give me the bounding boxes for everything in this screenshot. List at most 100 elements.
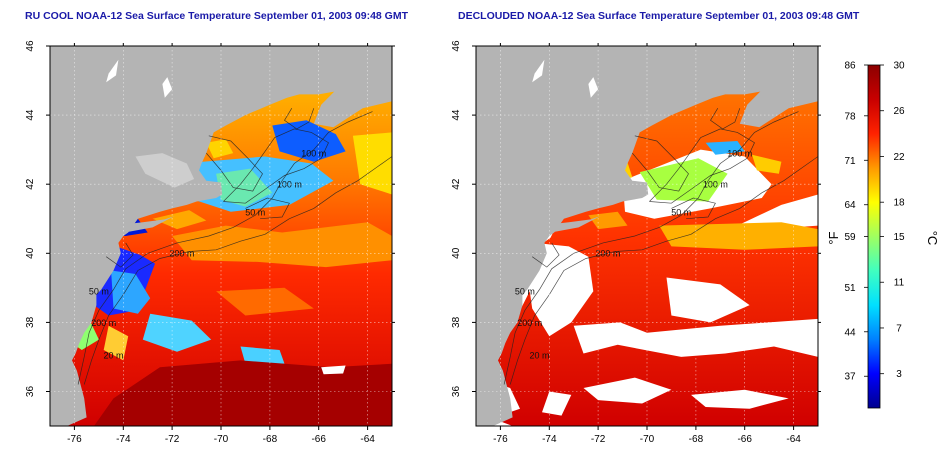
- x-tick-label: -64: [786, 434, 801, 445]
- celsius-tick-label: 15: [893, 232, 905, 243]
- sst-patch: [352, 132, 392, 195]
- land-mass: [476, 46, 818, 426]
- y-tick-label: 36: [451, 386, 462, 398]
- sst-patch: [94, 360, 392, 426]
- x-tick-label: -66: [737, 434, 752, 445]
- depth-label: 50 m: [245, 207, 265, 217]
- lake: [532, 59, 545, 83]
- depth-contour: [83, 156, 392, 385]
- depth-label: 100 m: [301, 149, 326, 159]
- y-tick-label: 42: [451, 178, 462, 190]
- depth-contour: [509, 156, 818, 385]
- x-tick-label: -72: [591, 434, 606, 445]
- celsius-tick-label: 26: [893, 106, 905, 117]
- depth-label: 50 m: [515, 287, 535, 297]
- x-tick-label: -76: [67, 434, 82, 445]
- sst-patch: [172, 222, 392, 268]
- depth-contour: [206, 135, 263, 192]
- x-tick-label: -76: [493, 434, 508, 445]
- lake: [588, 77, 599, 98]
- x-tick-label: -64: [360, 434, 375, 445]
- right-sst-map: 100 m 100 m 50 m 200 m 50 m 200 m 20 m -76 -74 -7…: [451, 40, 821, 445]
- temperature-colorbar: 30 26 22 18 15 11 7 3 86 78 71 64 59 51 44 37 °F °C: [826, 61, 940, 409]
- y-tick-label: 42: [25, 178, 36, 190]
- cloud-mask: [542, 391, 572, 416]
- depth-label: 20 m: [103, 351, 123, 361]
- depth-label: 100 m: [277, 180, 302, 190]
- left-sst-map: 100 m 100 m 50 m 200 m 50 m 200 m 20 m -76 -74 -7…: [25, 40, 395, 445]
- depth-contour: [531, 242, 560, 268]
- sst-patch: [705, 141, 745, 155]
- land-mass: [739, 46, 818, 128]
- fahrenheit-tick-label: 44: [844, 327, 856, 338]
- celsius-axis-label: °C: [925, 231, 940, 246]
- depth-contour: [284, 108, 315, 130]
- sst-patch: [111, 270, 151, 314]
- cloud-mask: [527, 242, 594, 337]
- fahrenheit-tick-label: 71: [844, 156, 856, 167]
- fahrenheit-tick-label: 78: [844, 111, 856, 122]
- lake: [162, 77, 173, 98]
- right-map-title: DECLOUDED NOAA-12 Sea Surface Temperatur…: [458, 10, 860, 22]
- depth-contour: [671, 197, 716, 220]
- celsius-tick-label: 7: [896, 323, 902, 334]
- depth-contour: [710, 108, 741, 130]
- y-tick-label: 40: [25, 247, 36, 259]
- depth-contour: [105, 242, 134, 268]
- x-tick-label: -66: [311, 434, 326, 445]
- y-tick-label: 40: [451, 247, 462, 259]
- cloud-mask: [583, 377, 672, 404]
- sst-patch: [216, 287, 314, 316]
- y-tick-label: 46: [451, 40, 462, 52]
- cloud-mask: [722, 194, 818, 233]
- long-island: [554, 216, 601, 232]
- depth-contour: [632, 135, 689, 192]
- y-tick-label: 38: [451, 316, 462, 328]
- cloud-mask: [766, 329, 804, 345]
- x-tick-label: -70: [214, 434, 229, 445]
- celsius-tick-label: 3: [896, 369, 902, 380]
- y-tick-label: 46: [25, 40, 36, 52]
- x-tick-label: -68: [689, 434, 704, 445]
- sst-patch: [103, 325, 129, 361]
- depth-label: 200 m: [169, 249, 194, 259]
- celsius-tick-label: 22: [893, 152, 905, 163]
- depth-label: 100 m: [727, 149, 752, 159]
- depth-contour: [245, 197, 290, 220]
- fahrenheit-tick-label: 64: [844, 200, 856, 211]
- depth-contour: [503, 111, 799, 385]
- celsius-tick-label: 18: [893, 198, 905, 209]
- land-mass: [50, 46, 392, 426]
- left-map-title: RU COOL NOAA-12 Sea Surface Temperature …: [25, 10, 409, 22]
- sst-patch: [216, 168, 273, 207]
- fahrenheit-tick-label: 37: [844, 372, 856, 383]
- celsius-tick-label: 30: [893, 61, 905, 72]
- depth-label: 200 m: [91, 318, 116, 328]
- cloud-mask: [666, 277, 750, 323]
- sst-patch: [152, 210, 207, 230]
- colorbar-gradient: [867, 64, 881, 409]
- celsius-tick-label: 11: [894, 278, 905, 289]
- y-tick-label: 36: [25, 386, 36, 398]
- sst-patch: [588, 211, 628, 230]
- depth-label: 20 m: [529, 351, 549, 361]
- depth-label: 50 m: [89, 287, 109, 297]
- x-tick-label: -70: [640, 434, 655, 445]
- x-tick-label: -74: [116, 434, 131, 445]
- fahrenheit-tick-label: 51: [844, 283, 856, 294]
- depth-contour: [77, 111, 373, 385]
- depth-label: 100 m: [703, 180, 728, 190]
- haze-patch: [135, 153, 195, 188]
- land-mass: [313, 46, 392, 128]
- fahrenheit-tick-label: 59: [844, 232, 856, 243]
- x-tick-label: -68: [263, 434, 278, 445]
- fahrenheit-axis-label: °F: [826, 231, 841, 244]
- sst-patch: [240, 346, 285, 364]
- sst-patch: [639, 158, 728, 202]
- cloud-patch: [321, 365, 346, 375]
- depth-label: 200 m: [595, 249, 620, 259]
- x-tick-label: -72: [165, 434, 180, 445]
- fahrenheit-tick-label: 86: [844, 61, 856, 72]
- sst-patch: [659, 222, 818, 250]
